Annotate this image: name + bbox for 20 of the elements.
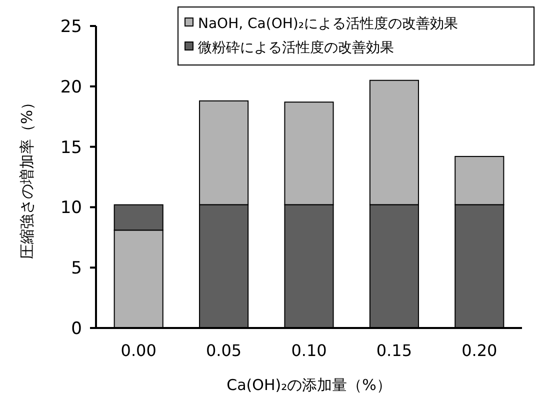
x-tick-label: 0.10 xyxy=(291,341,327,360)
y-tick-label: 5 xyxy=(71,258,82,279)
x-tick-label: 0.20 xyxy=(462,341,498,360)
bar xyxy=(284,102,334,206)
y-axis-title: 圧縮強さの増加率（%） xyxy=(18,94,36,260)
bar xyxy=(114,204,164,231)
legend-label: 微粉砕による活性度の改善効果 xyxy=(198,39,394,56)
bar xyxy=(454,156,504,206)
x-axis-title: Ca(OH)₂の添加量（%） xyxy=(226,376,392,394)
legend-label: NaOH, Ca(OH)₂による活性度の改善効果 xyxy=(198,15,458,32)
x-tick-label: 0.15 xyxy=(376,341,412,360)
x-tick-label: 0.00 xyxy=(120,341,156,360)
x-tick-label: 0.05 xyxy=(206,341,242,360)
y-tick-label: 10 xyxy=(60,198,82,218)
y-tick-label: 25 xyxy=(60,17,82,37)
y-tick-label: 15 xyxy=(60,138,82,158)
bar xyxy=(199,100,249,206)
y-tick-label: 0 xyxy=(71,319,82,339)
bar xyxy=(369,80,419,206)
y-tick-label: 20 xyxy=(60,77,82,98)
